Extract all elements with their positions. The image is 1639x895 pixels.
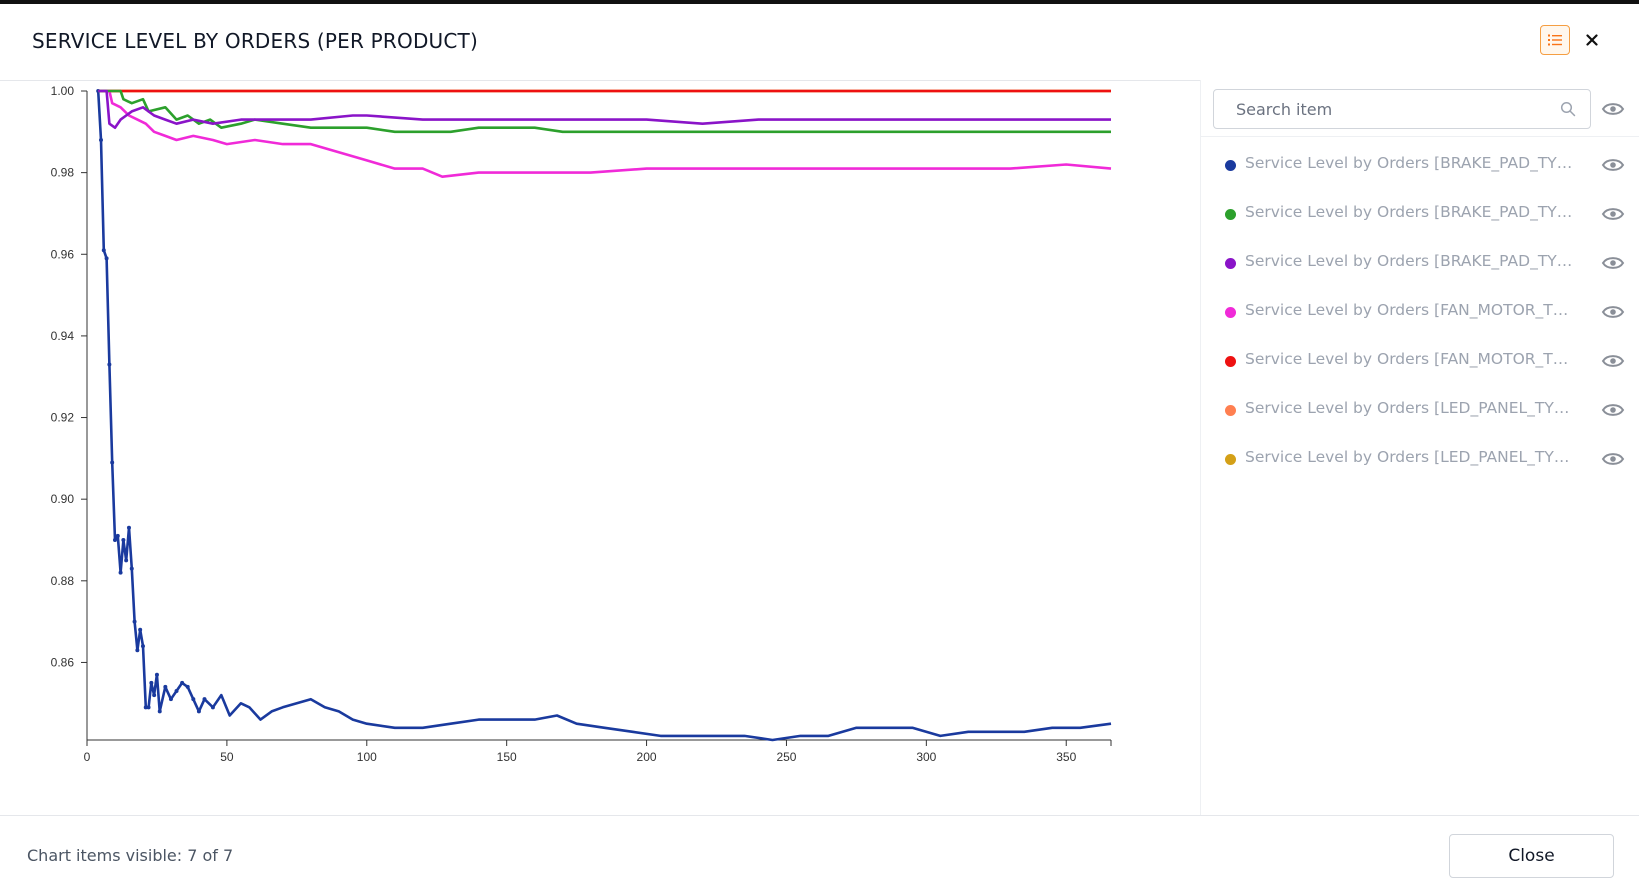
data-point[interactable]: [163, 684, 168, 689]
y-tick-label: 0.98: [51, 166, 75, 180]
dialog-title: SERVICE LEVEL BY ORDERS (PER PRODUCT): [32, 29, 478, 53]
close-button[interactable]: Close: [1449, 834, 1614, 878]
data-point[interactable]: [210, 705, 215, 710]
legend-item[interactable]: Service Level by Orders [LED_PANEL_TYPE.…: [1201, 385, 1639, 434]
legend-label: Service Level by Orders [BRAKE_PAD_TYPE.…: [1245, 252, 1575, 270]
series-line[interactable]: [98, 89, 1111, 134]
close-icon-button[interactable]: [1580, 28, 1604, 52]
eye-icon[interactable]: [1601, 303, 1625, 321]
legend-panel: Service Level by Orders [BRAKE_PAD_TYPE.…: [1200, 80, 1639, 815]
dialog-footer: Chart items visible: 7 of 7 Close: [0, 815, 1639, 895]
data-point[interactable]: [135, 648, 140, 653]
x-tick-label: 0: [84, 750, 91, 764]
visible-items-status: Chart items visible: 7 of 7: [27, 846, 234, 865]
data-point[interactable]: [185, 684, 190, 689]
data-point[interactable]: [157, 709, 162, 714]
data-point[interactable]: [149, 680, 154, 685]
eye-icon[interactable]: [1601, 352, 1625, 370]
line-chart[interactable]: 0.86 0.88 0.90 0.92 0.94 0.96 0.98 1.00 0 50 100 15…: [0, 80, 1200, 815]
y-tick-label: 0.92: [51, 411, 75, 425]
search-icon: [1560, 101, 1576, 117]
chart-area: 0.86 0.88 0.90 0.92 0.94 0.96 0.98 1.00 0 50 100 15…: [0, 80, 1200, 815]
series-line[interactable]: [96, 90, 1112, 742]
top-border: [0, 0, 1639, 4]
legend-item[interactable]: Service Level by Orders [FAN_MOTOR_TYP..…: [1201, 287, 1639, 336]
legend-color-dot: [1225, 307, 1236, 318]
data-point[interactable]: [124, 558, 129, 563]
legend-item[interactable]: Service Level by Orders [FAN_MOTOR_TYP..…: [1201, 336, 1639, 385]
eye-icon[interactable]: [1601, 450, 1625, 468]
eye-icon[interactable]: [1601, 156, 1625, 174]
data-point[interactable]: [146, 705, 151, 710]
legend-color-dot: [1225, 209, 1236, 220]
data-point[interactable]: [107, 362, 112, 367]
data-point[interactable]: [121, 537, 126, 542]
legend-label: Service Level by Orders [LED_PANEL_TYPE.…: [1245, 448, 1575, 466]
x-tick-label: 200: [637, 750, 657, 764]
eye-icon[interactable]: [1601, 254, 1625, 272]
data-point[interactable]: [174, 689, 179, 694]
legend-color-dot: [1225, 160, 1236, 171]
legend-item[interactable]: Service Level by Orders [BRAKE_PAD_TYPE.…: [1201, 238, 1639, 287]
legend-label: Service Level by Orders [LED_PANEL_TYPE.…: [1245, 399, 1575, 417]
search-field: [1213, 89, 1591, 129]
data-point[interactable]: [132, 619, 137, 624]
legend-color-dot: [1225, 258, 1236, 269]
data-point[interactable]: [101, 248, 106, 253]
legend-color-dot: [1225, 405, 1236, 416]
data-point[interactable]: [196, 709, 201, 714]
y-tick-label: 0.96: [51, 247, 75, 261]
data-point[interactable]: [138, 627, 143, 632]
legend-color-dot: [1225, 356, 1236, 367]
legend-color-dot: [1225, 454, 1236, 465]
data-point[interactable]: [191, 697, 196, 702]
eye-icon[interactable]: [1601, 205, 1625, 223]
y-tick-label: 0.86: [51, 655, 75, 669]
data-point[interactable]: [115, 533, 120, 538]
dialog-header: SERVICE LEVEL BY ORDERS (PER PRODUCT): [0, 4, 1639, 81]
x-tick-label: 250: [776, 750, 796, 764]
data-point[interactable]: [104, 256, 109, 261]
x-tick-label: 300: [916, 750, 936, 764]
x-tick-label: 50: [220, 750, 234, 764]
x-tick-label: 150: [497, 750, 517, 764]
data-point[interactable]: [180, 680, 185, 685]
series-line[interactable]: [98, 89, 1112, 178]
list-icon: [1548, 34, 1562, 46]
legend-item[interactable]: Service Level by Orders [BRAKE_PAD_TYPE.…: [1201, 189, 1639, 238]
y-tick-label: 1.00: [51, 84, 75, 98]
legend-list: Service Level by Orders [BRAKE_PAD_TYPE.…: [1201, 140, 1639, 483]
data-point[interactable]: [154, 672, 159, 677]
x-tick-label: 350: [1056, 750, 1076, 764]
data-point[interactable]: [202, 697, 207, 702]
x-tick-label: 100: [357, 750, 377, 764]
legend-label: Service Level by Orders [FAN_MOTOR_TYP..…: [1245, 301, 1575, 319]
data-point[interactable]: [129, 566, 134, 571]
legend-label: Service Level by Orders [BRAKE_PAD_TYPE.…: [1245, 203, 1575, 221]
data-point[interactable]: [126, 525, 131, 530]
legend-label: Service Level by Orders [BRAKE_PAD_TYPE.…: [1245, 154, 1575, 172]
panel-divider: [1201, 136, 1639, 137]
data-point[interactable]: [118, 570, 123, 575]
search-input[interactable]: [1214, 90, 1566, 128]
eye-icon[interactable]: [1601, 100, 1625, 118]
series-line[interactable]: [98, 89, 1111, 129]
close-icon: [1586, 34, 1598, 46]
data-point[interactable]: [110, 460, 115, 465]
list-view-button[interactable]: [1540, 25, 1570, 55]
y-tick-label: 0.88: [51, 574, 75, 588]
y-tick-label: 0.90: [51, 492, 75, 506]
legend-label: Service Level by Orders [FAN_MOTOR_TYP..…: [1245, 350, 1575, 368]
y-tick-label: 0.94: [51, 329, 75, 343]
legend-item[interactable]: Service Level by Orders [LED_PANEL_TYPE.…: [1201, 434, 1639, 483]
data-point[interactable]: [168, 697, 173, 702]
eye-icon[interactable]: [1601, 401, 1625, 419]
data-point[interactable]: [98, 137, 103, 142]
data-point[interactable]: [112, 537, 117, 542]
legend-item[interactable]: Service Level by Orders [BRAKE_PAD_TYPE.…: [1201, 140, 1639, 189]
data-point[interactable]: [143, 705, 148, 710]
data-point[interactable]: [152, 693, 157, 698]
data-point[interactable]: [140, 644, 145, 649]
